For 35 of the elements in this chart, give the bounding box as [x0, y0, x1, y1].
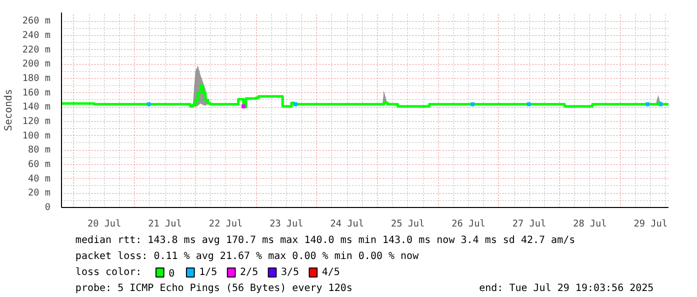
y-tick-label: 220 m — [22, 44, 51, 56]
x-tick-label: 28 Jul — [573, 218, 607, 230]
legend-label: 0 — [168, 268, 175, 280]
text: probe: 5 ICMP Echo Pings (56 Bytes) every 120s — [75, 283, 352, 294]
y-tick-label: 240 m — [22, 30, 51, 41]
y-tick-label: 40 m — [28, 173, 51, 184]
text: median rtt: 143.8 ms avg 170.7 ms max 140.0 ms min 143.0 ms now 3.4 ms sd 42.7 am/s — [75, 235, 576, 246]
y-tick-label: 0 — [44, 202, 51, 213]
y-axis-title: Seconds — [3, 88, 14, 132]
y-tick-label: 260 m — [22, 16, 51, 27]
text: end: Tue Jul 29 19:03:56 2025 — [479, 283, 654, 294]
x-tick-label: 25 Jul — [390, 218, 425, 230]
legend-label: 4/5 — [322, 267, 340, 278]
y-tick-label: 20 m — [28, 188, 51, 199]
text: packet loss: 0.11 % avg 21.67 % max 0.00 % min 0.00 % now — [75, 251, 420, 262]
legend-title: loss color: — [75, 267, 142, 278]
x-tick-label: 20 Jul — [87, 218, 122, 230]
x-tick-label: 21 Jul — [148, 218, 182, 230]
x-tick-label: 26 Jul — [452, 218, 486, 230]
x-tick-label: 24 Jul — [330, 218, 364, 230]
y-tick-label: 100 m — [22, 130, 51, 142]
legend-label: 3/5 — [280, 267, 300, 278]
y-tick-label: 80 m — [28, 144, 51, 156]
x-tick-label: 27 Jul — [512, 218, 546, 230]
x-tick-label: 22 Jul — [208, 218, 243, 230]
legend-label: 1/5 — [199, 267, 218, 278]
legend-label: 2/5 — [240, 267, 258, 278]
y-tick-label: 120 m — [22, 116, 51, 127]
x-tick-label: 29 Jul — [634, 218, 668, 230]
y-tick-label: 140 m — [22, 102, 51, 113]
y-tick-label: 180 m — [22, 72, 51, 84]
x-tick-label: 23 Jul — [270, 218, 304, 230]
y-tick-label: 200 m — [22, 58, 51, 70]
y-tick-label: 60 m — [28, 158, 51, 170]
y-tick-label: 160 m — [22, 87, 51, 98]
